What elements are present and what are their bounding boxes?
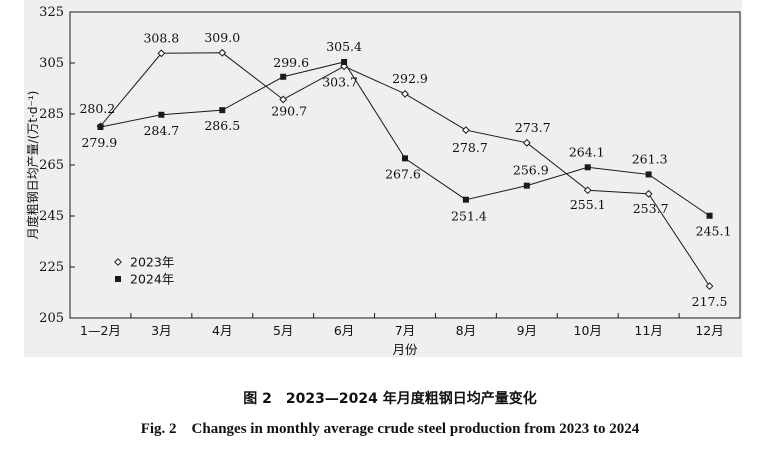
data-point-2024 <box>158 111 165 118</box>
figure-caption-cn: 图 2 2023—2024 年月度粗钢日均产量变化 <box>243 391 537 407</box>
data-point-2024 <box>523 182 530 189</box>
y-tick-label: 225 <box>39 260 64 275</box>
data-label-2023: 290.7 <box>271 103 307 118</box>
data-label-2023: 253.7 <box>633 201 669 216</box>
data-point-2024 <box>280 73 287 80</box>
data-point-2023 <box>279 95 288 104</box>
data-label-2023: 303.7 <box>322 74 358 89</box>
data-point-2024 <box>402 155 408 162</box>
data-point-2023 <box>644 189 653 198</box>
legend-label-2023: 2023年 <box>130 255 174 270</box>
figure-caption-en: Fig. 2 Changes in monthly average crude … <box>140 421 640 437</box>
x-tick-label: 5月 <box>273 323 293 338</box>
series-markers <box>96 48 714 291</box>
data-point-2023 <box>583 186 592 195</box>
legend: 2023年 2024年 <box>114 255 174 287</box>
data-label-2024: 261.3 <box>632 151 668 166</box>
data-point-2024 <box>706 212 713 219</box>
data-label-2024: 279.9 <box>81 135 117 150</box>
data-point-2024 <box>97 124 104 131</box>
legend-marker-2024 <box>115 276 121 282</box>
data-label-2024: 251.4 <box>451 209 487 224</box>
data-label-2023: 280.2 <box>79 101 115 116</box>
x-tick-label: 7月 <box>395 323 415 338</box>
data-label-2024: 284.7 <box>143 123 179 138</box>
y-tick-label: 305 <box>39 56 64 71</box>
data-label-2023: 292.9 <box>392 71 428 86</box>
y-tick-label: 245 <box>39 209 64 224</box>
data-label-2024: 305.4 <box>326 39 362 54</box>
axes: 205 225 245 265 285 305 325 1—2月 3月 4月 5月 6月 7月 8月 9月 1… <box>25 5 741 357</box>
y-axis-title: 月度粗钢日均产量/(万t·d⁻¹) <box>25 91 40 240</box>
data-point-2023 <box>218 48 227 57</box>
data-label-2023: 273.7 <box>515 120 551 135</box>
x-tick-label: 1—2月 <box>80 323 121 338</box>
data-label-2024: 299.6 <box>273 55 309 70</box>
legend-label-2024: 2024年 <box>130 272 174 287</box>
x-axis-title: 月份 <box>392 342 418 357</box>
data-label-2024: 286.5 <box>204 118 240 133</box>
plot-background <box>24 0 742 357</box>
y-tick-label: 325 <box>39 5 64 20</box>
data-label-2023: 217.5 <box>692 294 728 309</box>
data-label-2023: 308.8 <box>143 30 179 45</box>
data-label-2023: 309.0 <box>204 30 240 45</box>
data-point-2023 <box>705 282 714 291</box>
data-labels: 280.2 308.8 309.0 290.7 303.7 292.9 278.7 273.7… <box>79 30 731 309</box>
data-label-2024: 245.1 <box>696 224 732 239</box>
y-tick-label: 205 <box>39 311 64 326</box>
y-tick-label: 285 <box>39 107 64 122</box>
x-tick-label: 3月 <box>151 323 171 338</box>
x-tick-label: 6月 <box>334 323 354 338</box>
data-point-2024 <box>341 58 348 65</box>
data-point-2023 <box>522 138 531 147</box>
legend-marker-2023 <box>114 258 122 266</box>
data-point-2023 <box>401 89 409 98</box>
data-label-2024: 264.1 <box>569 144 605 159</box>
x-tick-label: 11月 <box>634 323 662 338</box>
data-point-2023 <box>157 49 166 58</box>
x-tick-label: 10月 <box>574 323 602 338</box>
x-tick-label: 9月 <box>517 323 537 338</box>
data-point-2024 <box>219 107 226 114</box>
data-label-2023: 255.1 <box>570 197 606 212</box>
x-tick-label: 4月 <box>212 323 232 338</box>
line-chart: 205 225 245 265 285 305 325 1—2月 3月 4月 5月 6月 7月 8月 9月 1… <box>25 5 741 357</box>
x-tick-label: 8月 <box>456 323 476 338</box>
data-point-2024 <box>584 164 591 171</box>
data-label-2024: 267.6 <box>385 166 421 181</box>
data-point-2023 <box>462 126 470 134</box>
data-point-2024 <box>645 171 652 178</box>
y-tick-label: 265 <box>39 158 64 173</box>
data-label-2023: 278.7 <box>452 140 488 155</box>
data-label-2024: 256.9 <box>513 163 549 178</box>
data-point-2024 <box>462 196 469 203</box>
x-tick-label: 12月 <box>695 323 723 338</box>
